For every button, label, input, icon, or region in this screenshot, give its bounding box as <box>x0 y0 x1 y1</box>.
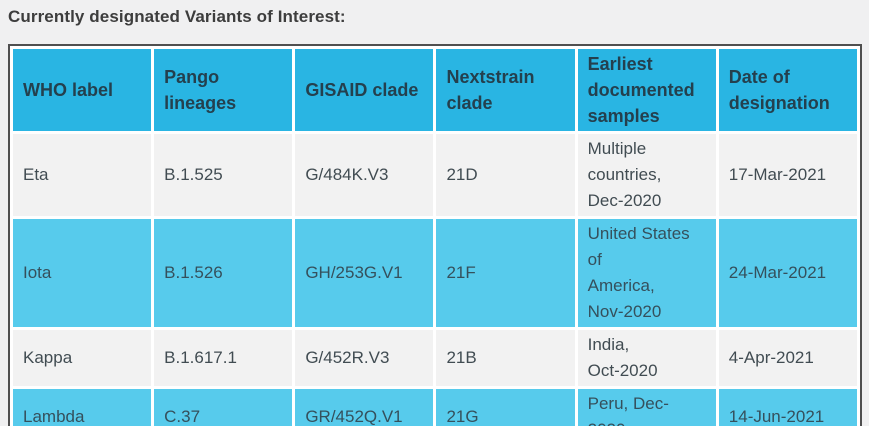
column-header-gisaid-clade: GISAID clade <box>295 49 434 131</box>
cell-earliest-samples: Peru, Dec-2020 <box>577 389 716 426</box>
header-row: WHO label Pango lineages GISAID clade Ne… <box>13 49 857 131</box>
cell-earliest-samples: India, Oct-2020 <box>577 330 716 386</box>
cell-designation-date: 24-Mar-2021 <box>718 219 857 327</box>
cell-nextstrain-clade: 21D <box>436 134 575 216</box>
cell-gisaid-clade: GH/253G.V1 <box>295 219 434 327</box>
cell-nextstrain-clade: 21F <box>436 219 575 327</box>
cell-gisaid-clade: G/484K.V3 <box>295 134 434 216</box>
cell-gisaid-clade: GR/452Q.V1 <box>295 389 434 426</box>
cell-designation-date: 14-Jun-2021 <box>718 389 857 426</box>
table-row-lambda: Lambda C.37 GR/452Q.V1 21G Peru, Dec-202… <box>13 389 857 426</box>
cell-gisaid-clade: G/452R.V3 <box>295 330 434 386</box>
table-row-kappa: Kappa B.1.617.1 G/452R.V3 21B India, Oct… <box>13 330 857 386</box>
cell-nextstrain-clade: 21G <box>436 389 575 426</box>
table-row-iota: Iota B.1.526 GH/253G.V1 21F United State… <box>13 219 857 327</box>
column-header-date-of-designation: Date of designation <box>718 49 857 131</box>
cell-pango-lineage: B.1.617.1 <box>154 330 293 386</box>
cell-who-label: Eta <box>13 134 152 216</box>
column-header-who-label: WHO label <box>13 49 152 131</box>
cell-designation-date: 4-Apr-2021 <box>718 330 857 386</box>
column-header-nextstrain-clade: Nextstrain clade <box>436 49 575 131</box>
cell-earliest-samples: Multiple countries, Dec-2020 <box>577 134 716 216</box>
cell-designation-date: 17-Mar-2021 <box>718 134 857 216</box>
column-header-earliest-documented-samples: Earliest documented samples <box>577 49 716 131</box>
cell-nextstrain-clade: 21B <box>436 330 575 386</box>
variants-of-interest-table: WHO label Pango lineages GISAID clade Ne… <box>8 44 862 426</box>
table-header: WHO label Pango lineages GISAID clade Ne… <box>13 49 857 131</box>
column-header-pango-lineages: Pango lineages <box>154 49 293 131</box>
cell-pango-lineage: C.37 <box>154 389 293 426</box>
cell-who-label: Lambda <box>13 389 152 426</box>
page-title: Currently designated Variants of Interes… <box>8 7 346 26</box>
cell-earliest-samples: United States of America, Nov-2020 <box>577 219 716 327</box>
cell-pango-lineage: B.1.525 <box>154 134 293 216</box>
cell-pango-lineage: B.1.526 <box>154 219 293 327</box>
cell-who-label: Kappa <box>13 330 152 386</box>
table-body: Eta B.1.525 G/484K.V3 21D Multiple count… <box>13 134 857 426</box>
table-row-eta: Eta B.1.525 G/484K.V3 21D Multiple count… <box>13 134 857 216</box>
cell-who-label: Iota <box>13 219 152 327</box>
